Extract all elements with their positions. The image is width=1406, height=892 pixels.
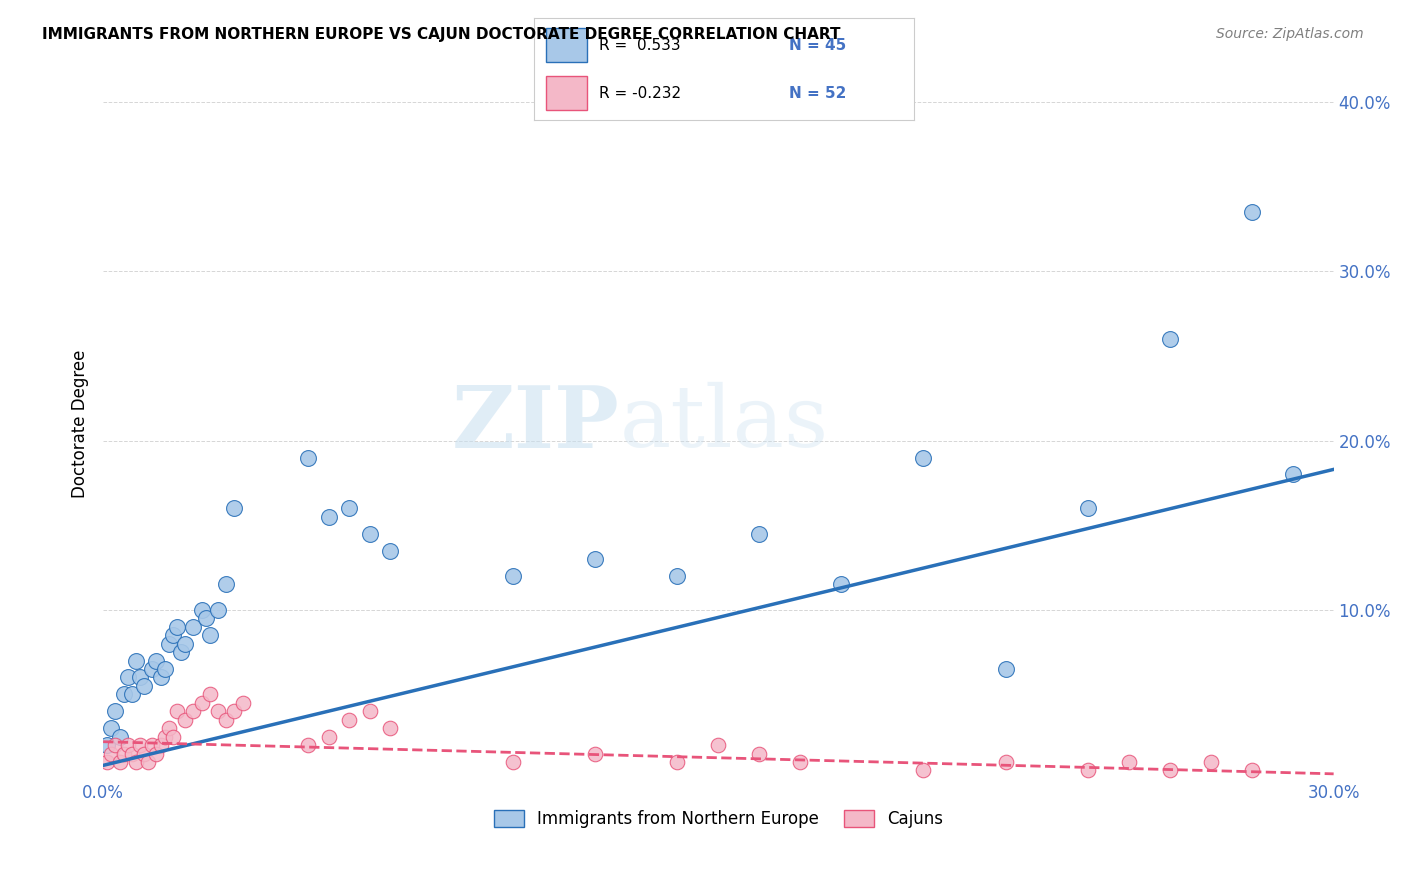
Legend: Immigrants from Northern Europe, Cajuns: Immigrants from Northern Europe, Cajuns [486, 803, 950, 835]
Point [190, 603, 212, 617]
Point [1159, 764, 1181, 778]
Point [215, 577, 238, 591]
Text: IMMIGRANTS FROM NORTHERN EUROPE VS CAJUN DOCTORATE DEGREE CORRELATION CHART: IMMIGRANTS FROM NORTHERN EUROPE VS CAJUN… [42, 27, 841, 42]
Point [224, 501, 246, 516]
Point [108, 755, 131, 769]
Point [912, 450, 935, 465]
Text: R = -0.232: R = -0.232 [599, 86, 681, 101]
Text: R =  0.533: R = 0.533 [599, 37, 681, 53]
Point [129, 738, 152, 752]
Point [1199, 755, 1222, 769]
Point [1240, 764, 1263, 778]
Point [121, 687, 143, 701]
Point [153, 730, 176, 744]
Point [170, 645, 193, 659]
FancyBboxPatch shape [546, 29, 588, 62]
Point [337, 501, 360, 516]
Point [380, 721, 402, 735]
Text: Source: ZipAtlas.com: Source: ZipAtlas.com [1216, 27, 1364, 41]
Point [121, 747, 143, 761]
Point [145, 747, 167, 761]
Point [141, 662, 163, 676]
Point [141, 738, 163, 752]
Point [134, 679, 156, 693]
Point [1281, 467, 1303, 482]
Point [297, 450, 319, 465]
Point [1076, 501, 1098, 516]
Point [166, 620, 188, 634]
Point [318, 509, 340, 524]
Point [830, 577, 852, 591]
Point [748, 747, 770, 761]
Point [145, 653, 167, 667]
Point [380, 543, 402, 558]
Point [359, 526, 381, 541]
Point [96, 738, 118, 752]
Point [994, 755, 1017, 769]
Point [112, 687, 135, 701]
Text: N = 52: N = 52 [789, 86, 846, 101]
Point [297, 738, 319, 752]
Point [174, 637, 197, 651]
Point [166, 704, 188, 718]
Point [207, 704, 229, 718]
Point [583, 747, 606, 761]
Text: atlas: atlas [620, 382, 830, 466]
Point [174, 713, 197, 727]
Point [104, 704, 127, 718]
Point [1240, 205, 1263, 219]
Point [134, 747, 156, 761]
Point [789, 755, 811, 769]
Point [117, 670, 139, 684]
Y-axis label: Doctorate Degree: Doctorate Degree [72, 350, 89, 498]
Point [157, 721, 180, 735]
Point [583, 552, 606, 566]
Point [1159, 332, 1181, 346]
Point [707, 738, 730, 752]
Point [198, 687, 221, 701]
Point [318, 730, 340, 744]
Point [502, 755, 524, 769]
Point [183, 620, 205, 634]
Point [1076, 764, 1098, 778]
Point [125, 653, 148, 667]
Point [162, 730, 184, 744]
Point [994, 662, 1017, 676]
Point [125, 755, 148, 769]
Point [153, 662, 176, 676]
Point [194, 611, 217, 625]
Point [96, 755, 118, 769]
Point [149, 738, 172, 752]
Point [502, 569, 524, 583]
Point [157, 637, 180, 651]
Point [104, 738, 127, 752]
Point [215, 713, 238, 727]
Point [100, 747, 122, 761]
Point [100, 721, 122, 735]
Point [337, 713, 360, 727]
Point [359, 704, 381, 718]
Point [666, 755, 689, 769]
Point [232, 696, 254, 710]
Point [136, 755, 159, 769]
Point [108, 730, 131, 744]
Point [183, 704, 205, 718]
Point [198, 628, 221, 642]
Point [149, 670, 172, 684]
Point [912, 764, 935, 778]
Point [190, 696, 212, 710]
Text: ZIP: ZIP [453, 382, 620, 466]
Point [117, 738, 139, 752]
Point [666, 569, 689, 583]
Point [1118, 755, 1140, 769]
Point [207, 603, 229, 617]
Point [224, 704, 246, 718]
FancyBboxPatch shape [546, 77, 588, 110]
Point [162, 628, 184, 642]
Text: N = 45: N = 45 [789, 37, 846, 53]
Point [129, 670, 152, 684]
Point [112, 747, 135, 761]
Point [748, 526, 770, 541]
